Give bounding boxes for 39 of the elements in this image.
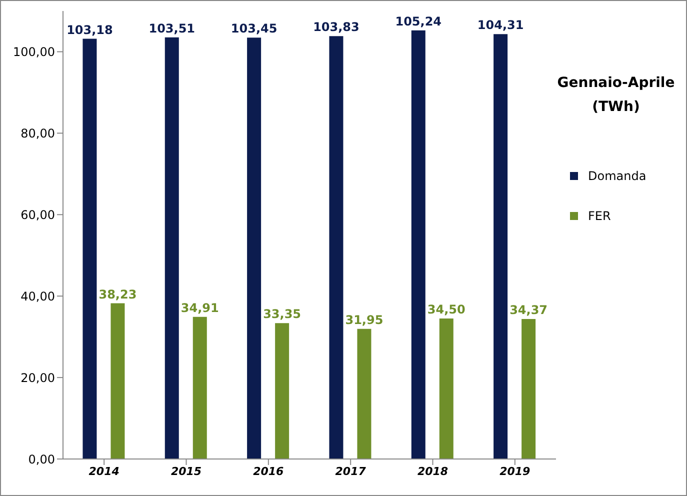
y-tick-label: 100,00 — [13, 44, 55, 59]
data-label: 34,91 — [180, 300, 219, 315]
data-label: 31,95 — [345, 312, 384, 327]
x-tick-label: 2017 — [335, 464, 366, 478]
bar — [192, 316, 207, 459]
data-label: 104,31 — [477, 18, 524, 32]
bar — [411, 30, 426, 459]
bar — [439, 318, 454, 459]
bar — [275, 323, 290, 459]
data-label: 33,35 — [263, 307, 302, 322]
bar — [164, 37, 179, 459]
data-label: 34,37 — [510, 303, 548, 318]
y-tick-label: 20,00 — [20, 370, 55, 385]
y-tick-label: 0,00 — [28, 452, 55, 466]
data-label: 103,45 — [230, 22, 278, 36]
legend-title: Gennaio-Aprile (TWh) — [556, 74, 676, 117]
data-label: 103,83 — [313, 20, 360, 34]
bar — [522, 319, 536, 459]
data-label: 103,18 — [66, 22, 113, 37]
x-tick-label: 2018 — [417, 464, 448, 478]
y-tick-label: 40,00 — [20, 289, 55, 304]
y-tick-label: 80,00 — [20, 126, 55, 140]
bar — [82, 38, 97, 459]
legend-label: Domanda — [587, 169, 648, 183]
bar — [329, 36, 344, 459]
data-label: 34,50 — [427, 302, 466, 316]
legend-label: FER — [587, 209, 612, 223]
data-label: 38,23 — [98, 287, 137, 302]
x-tick-label: 2015 — [170, 464, 202, 478]
bar — [247, 38, 262, 459]
data-label: 105,24 — [395, 14, 442, 28]
data-label: 103,51 — [148, 21, 196, 36]
bar — [110, 303, 125, 459]
x-tick-label: 2016 — [253, 464, 284, 478]
bar — [494, 34, 508, 459]
bar — [357, 328, 372, 459]
x-tick-label: 2019 — [500, 464, 531, 478]
y-tick-label: 60,00 — [20, 208, 55, 222]
x-tick-label: 2014 — [88, 464, 120, 478]
